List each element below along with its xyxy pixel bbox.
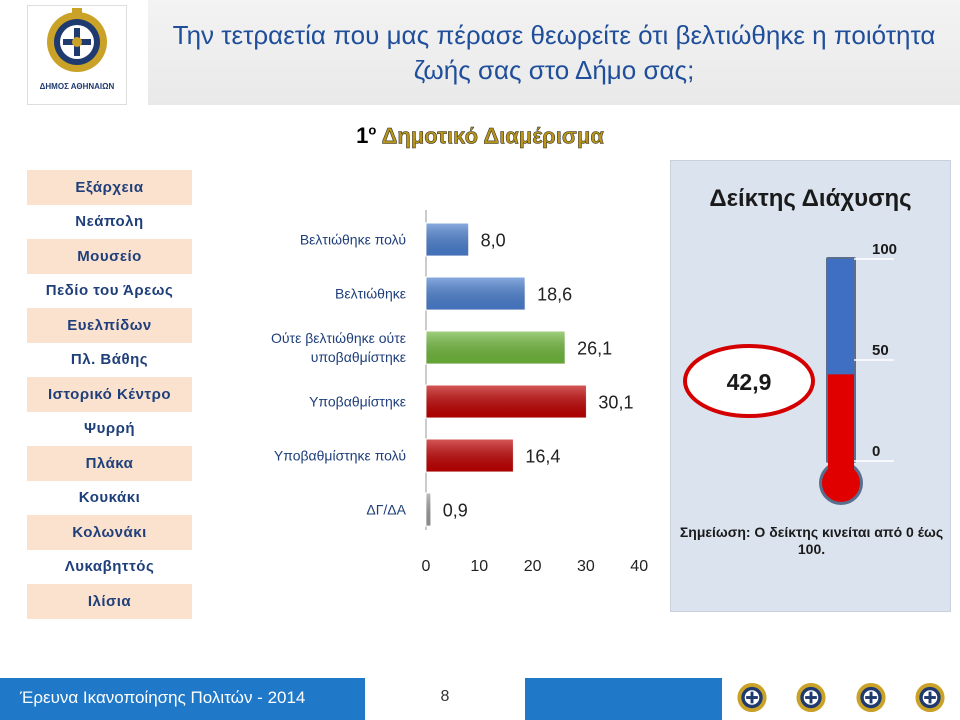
neighborhood-item: Λυκαβηττός — [27, 549, 192, 584]
neighborhood-item: Ιστορικό Κέντρο — [27, 377, 192, 412]
scale-label: 100 — [872, 241, 897, 258]
bar-shade — [426, 385, 587, 418]
thermometer-neck — [828, 457, 854, 469]
category-label: Βελτιώθηκε πολύ — [300, 232, 406, 248]
page-number: 8 — [440, 688, 450, 705]
neighborhood-item: Εξάρχεια — [27, 170, 192, 205]
emblem-icon — [915, 682, 945, 713]
bar-shade — [426, 277, 526, 310]
index-note: Σημείωση: Ο δείκτης κινείται από 0 έως 1… — [679, 524, 944, 557]
bar-value-label: 18,6 — [537, 285, 572, 305]
category-label: Ούτε βελτιώθηκε ούτε — [271, 330, 406, 346]
bar-shade — [426, 493, 431, 526]
index-panel: Δείκτης Διάχυσης 100 50 0 42,9 Σημείωση: Ο … — [670, 160, 951, 612]
neighborhood-list: Εξάρχεια Νεάπολη Μουσείο Πεδίο του Άρεως… — [27, 170, 192, 619]
emblem-icon — [737, 682, 767, 713]
category-label: ΔΓ/ΔΑ — [366, 502, 406, 518]
index-value-ellipse — [683, 344, 815, 418]
neighborhood-item: Πεδίο του Άρεως — [27, 273, 192, 308]
bar-chart: 8,0 Βελτιώθηκε πολύ 18,6 Βελτιώθηκε 26,1 Ούτε… — [271, 210, 648, 575]
thermometer-bulb — [822, 464, 860, 502]
neighborhood-item: Πλ. Βάθης — [27, 342, 192, 377]
x-tick-label: 30 — [577, 558, 595, 575]
thermometer-fill — [828, 374, 854, 461]
x-tick-label: 20 — [524, 558, 542, 575]
municipality-logo: ΔΗΜΟΣ ΑΘΗΝΑΙΩΝ — [27, 5, 127, 105]
footer-text: Έρευνα Ικανοποίησης Πολιτών - 2014 — [20, 688, 306, 707]
subtitle-number: 1 — [356, 123, 369, 149]
index-value: 42,9 — [727, 369, 772, 395]
index-title: Δείκτης Διάχυσης — [709, 185, 912, 212]
neighborhood-item: Πλάκα — [27, 446, 192, 481]
header-band — [148, 0, 960, 105]
subtitle-text: Δημοτικό Διαμέρισμα — [381, 123, 604, 149]
bar-shade — [426, 439, 514, 472]
scale-label: 50 — [872, 342, 889, 359]
scale-label: 0 — [872, 443, 880, 460]
category-label: Υποβαθμίστηκε πολύ — [274, 448, 406, 464]
subtitle: 1ο Δημοτικό Διαμέρισμα — [0, 123, 960, 149]
logo-caption: ΔΗΜΟΣ ΑΘΗΝΑΙΩΝ — [39, 82, 115, 91]
neighborhood-item: Ευελπίδων — [27, 308, 192, 343]
neighborhood-item: Ψυρρή — [27, 411, 192, 446]
footer-logos — [722, 676, 960, 720]
x-tick-label: 10 — [470, 558, 488, 575]
neighborhood-item: Ιλίσια — [27, 584, 192, 619]
neighborhood-item: Μουσείο — [27, 239, 192, 274]
bar-value-label: 26,1 — [577, 339, 612, 359]
neighborhood-item: Κουκάκι — [27, 480, 192, 515]
emblem-icon — [47, 8, 107, 72]
page-title: Την τετραετία που μας πέρασε θεωρείτε ότ… — [172, 20, 936, 85]
bar-value-label: 16,4 — [525, 447, 560, 467]
category-label: Υποβαθμίστηκε — [309, 394, 406, 410]
bar-value-label: 30,1 — [598, 393, 633, 413]
page-number-box: 8 — [365, 678, 525, 720]
thermometer: 100 50 0 42,9 — [683, 241, 897, 505]
bar-shade — [426, 223, 469, 256]
subtitle-sup: ο — [368, 123, 377, 138]
emblem-icon — [856, 682, 886, 713]
category-label: Βελτιώθηκε — [335, 286, 406, 302]
neighborhood-item: Κολωνάκι — [27, 515, 192, 550]
bar-shade — [426, 331, 566, 364]
emblem-icon — [796, 682, 826, 713]
category-label: υποβαθμίστηκε — [311, 349, 406, 365]
x-tick-label: 40 — [630, 558, 648, 575]
x-tick-label: 0 — [422, 558, 431, 575]
bar-value-label: 0,9 — [443, 501, 468, 521]
bar-value-label: 8,0 — [481, 231, 506, 251]
neighborhood-item: Νεάπολη — [27, 204, 192, 239]
